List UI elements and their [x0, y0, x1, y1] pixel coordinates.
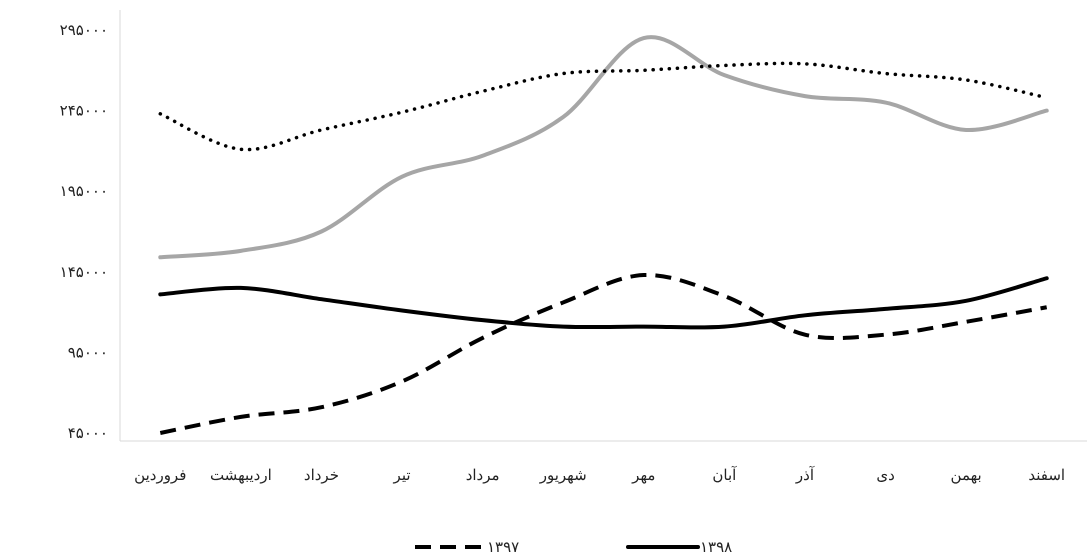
series-line-1 — [159, 273, 1048, 435]
y-tick-label: ۱۴۵۰۰۰ — [60, 263, 108, 281]
x-tick-label: آذر — [795, 466, 815, 484]
legend-label: ۱۳۹۷ — [487, 538, 519, 556]
series-line-3 — [158, 35, 1049, 260]
y-tick-labels: ۴۵۰۰۰ ۹۵۰۰۰ ۱۴۵۰۰۰ ۱۹۵۰۰۰ ۲۴۵۰۰۰ ۲۹۵۰۰۰ — [60, 21, 108, 442]
x-tick-label: شهریور — [539, 466, 587, 484]
x-tick-label: مهر — [631, 466, 655, 484]
x-tick-labels: فروردین اردیبهشت خرداد تیر مرداد شهریور مهر آبا… — [134, 466, 1065, 484]
y-tick-label: ۹۵۰۰۰ — [68, 343, 108, 361]
series-line-2 — [158, 276, 1049, 330]
y-tick-label: ۴۵۰۰۰ — [68, 424, 108, 442]
x-tick-label: تیر — [393, 466, 411, 484]
x-tick-label: دی — [876, 466, 894, 484]
x-tick-label: بهمن — [951, 466, 982, 484]
y-tick-label: ۲۹۵۰۰۰ — [60, 21, 108, 39]
x-tick-label: اسفند — [1028, 466, 1065, 484]
x-tick-label: اردیبهشت — [210, 466, 272, 484]
x-tick-label: خرداد — [304, 466, 339, 484]
x-tick-label: فروردین — [134, 466, 186, 484]
y-tick-label: ۲۴۵۰۰۰ — [60, 102, 108, 120]
series-line-4 — [158, 61, 1049, 152]
legend-label: ۱۳۹۸ — [700, 538, 732, 556]
legend: ۱۳۹۷ ۱۳۹۸ — [415, 538, 732, 556]
series-lines — [158, 35, 1049, 435]
x-tick-label: مرداد — [466, 466, 500, 484]
x-tick-label: آبان — [712, 466, 737, 484]
y-tick-label: ۱۹۵۰۰۰ — [60, 182, 108, 200]
